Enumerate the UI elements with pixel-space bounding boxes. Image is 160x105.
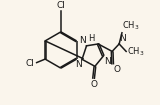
Text: N: N [75, 60, 82, 69]
Text: O: O [113, 65, 120, 74]
Text: CH$_3$: CH$_3$ [122, 20, 140, 32]
Text: Cl: Cl [56, 1, 65, 10]
Text: H: H [88, 34, 95, 43]
Text: Cl: Cl [25, 59, 34, 68]
Text: CH$_3$: CH$_3$ [127, 45, 144, 58]
Text: N: N [79, 36, 86, 45]
Text: O: O [90, 80, 97, 89]
Text: N: N [104, 56, 111, 66]
Text: N: N [120, 34, 126, 43]
